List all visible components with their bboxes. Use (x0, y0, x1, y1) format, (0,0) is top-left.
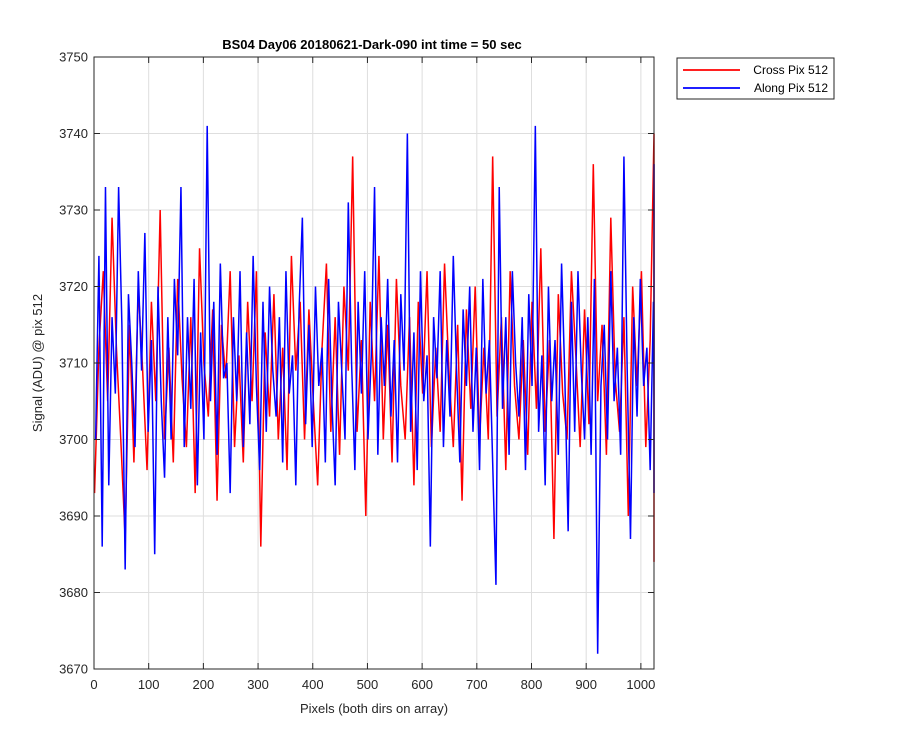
ticks (93, 56, 654, 670)
x-tick-label: 500 (357, 677, 379, 692)
legend-box (676, 57, 835, 100)
y-tick-labels: 3670 3680 3690 3700 3710 3720 3730 3740 3750 (59, 50, 88, 677)
y-tick-label: 3670 (59, 662, 88, 677)
y-tick-label: 3720 (59, 279, 88, 294)
x-tick-label: 300 (247, 677, 269, 692)
x-tick-label: 700 (466, 677, 488, 692)
x-tick-label: 0 (90, 677, 97, 692)
chart-title: BS04 Day06 20180621-Dark-090 int time = … (222, 37, 522, 52)
x-tick-label: 600 (411, 677, 433, 692)
y-tick-label: 3710 (59, 356, 88, 371)
y-tick-label: 3730 (59, 203, 88, 218)
y-tick-label: 3700 (59, 432, 88, 447)
x-tick-label: 1000 (626, 677, 655, 692)
y-tick-label: 3680 (59, 585, 88, 600)
y-tick-label: 3750 (59, 50, 88, 65)
legend: Cross Pix 512 Along Pix 512 (676, 57, 835, 100)
y-tick-label: 3690 (59, 509, 88, 524)
x-tick-label: 100 (138, 677, 160, 692)
y-tick-label: 3740 (59, 126, 88, 141)
x-tick-label: 400 (302, 677, 324, 692)
x-tick-label: 800 (521, 677, 543, 692)
x-tick-label: 900 (575, 677, 597, 692)
x-axis-label: Pixels (both dirs on array) (300, 701, 448, 716)
x-tick-label: 200 (193, 677, 215, 692)
legend-label-cross: Cross Pix 512 (753, 63, 828, 77)
y-axis-label: Signal (ADU) @ pix 512 (30, 294, 45, 432)
x-tick-labels: 0 100 200 300 400 500 600 700 800 900 1000 (90, 677, 655, 692)
legend-label-along: Along Pix 512 (754, 81, 828, 95)
